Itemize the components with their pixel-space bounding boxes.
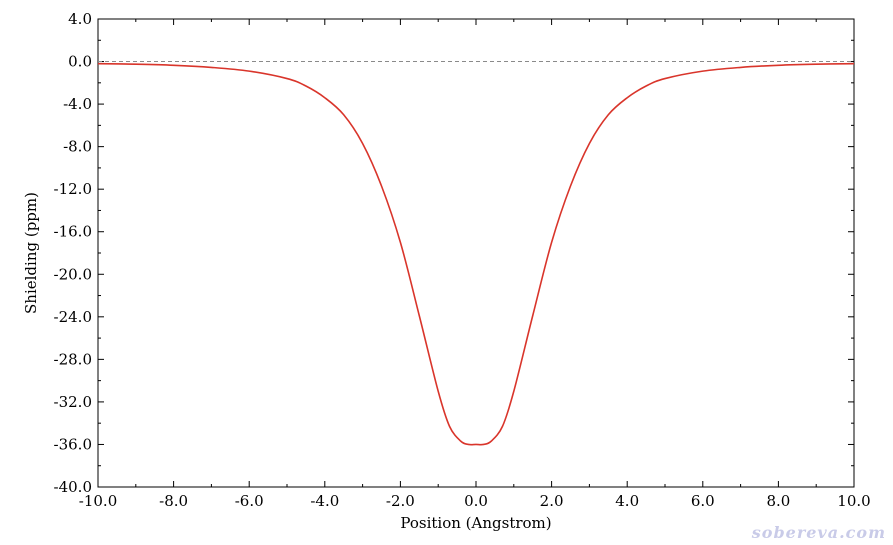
y-axis-title: Shielding (ppm) bbox=[22, 192, 40, 314]
y-tick-label: -16.0 bbox=[54, 223, 92, 241]
axis-ticks bbox=[97, 18, 855, 488]
watermark-text: sobereva.com bbox=[751, 523, 886, 542]
y-tick-label: -40.0 bbox=[54, 478, 92, 496]
x-tick-label: 0.0 bbox=[464, 492, 488, 510]
y-tick-label: -36.0 bbox=[54, 435, 92, 453]
y-tick-label: -32.0 bbox=[54, 393, 92, 411]
x-tick-labels: -10.0 -8.0 -6.0 -4.0 -2.0 0.0 2.0 4.0 6.0 8.0 10.0 bbox=[79, 492, 871, 510]
y-tick-labels: 4.0 0.0 -4.0 -8.0 -12.0 -16.0 -20.0 -24.0 -28.0 -… bbox=[54, 10, 92, 496]
y-tick-label: -20.0 bbox=[54, 265, 92, 283]
y-tick-label: -4.0 bbox=[63, 95, 92, 113]
x-tick-label: -10.0 bbox=[79, 492, 117, 510]
y-tick-label: -28.0 bbox=[54, 350, 92, 368]
x-tick-label: 10.0 bbox=[837, 492, 870, 510]
y-tick-label: -12.0 bbox=[54, 180, 92, 198]
y-tick-label: -24.0 bbox=[54, 308, 92, 326]
plot-area-frame bbox=[97, 18, 855, 488]
y-tick-label: 0.0 bbox=[68, 53, 92, 71]
x-axis-title: Position (Angstrom) bbox=[400, 514, 551, 532]
x-tick-label: -6.0 bbox=[235, 492, 264, 510]
x-tick-label: 6.0 bbox=[691, 492, 715, 510]
x-tick-label: -4.0 bbox=[310, 492, 339, 510]
x-tick-label: 2.0 bbox=[540, 492, 564, 510]
x-tick-label: -2.0 bbox=[386, 492, 415, 510]
shielding-curve bbox=[97, 62, 855, 446]
x-tick-label: -8.0 bbox=[159, 492, 188, 510]
x-tick-label: 4.0 bbox=[615, 492, 639, 510]
y-tick-label: 4.0 bbox=[68, 10, 92, 28]
x-tick-label: 8.0 bbox=[766, 492, 790, 510]
y-tick-label: -8.0 bbox=[63, 138, 92, 156]
